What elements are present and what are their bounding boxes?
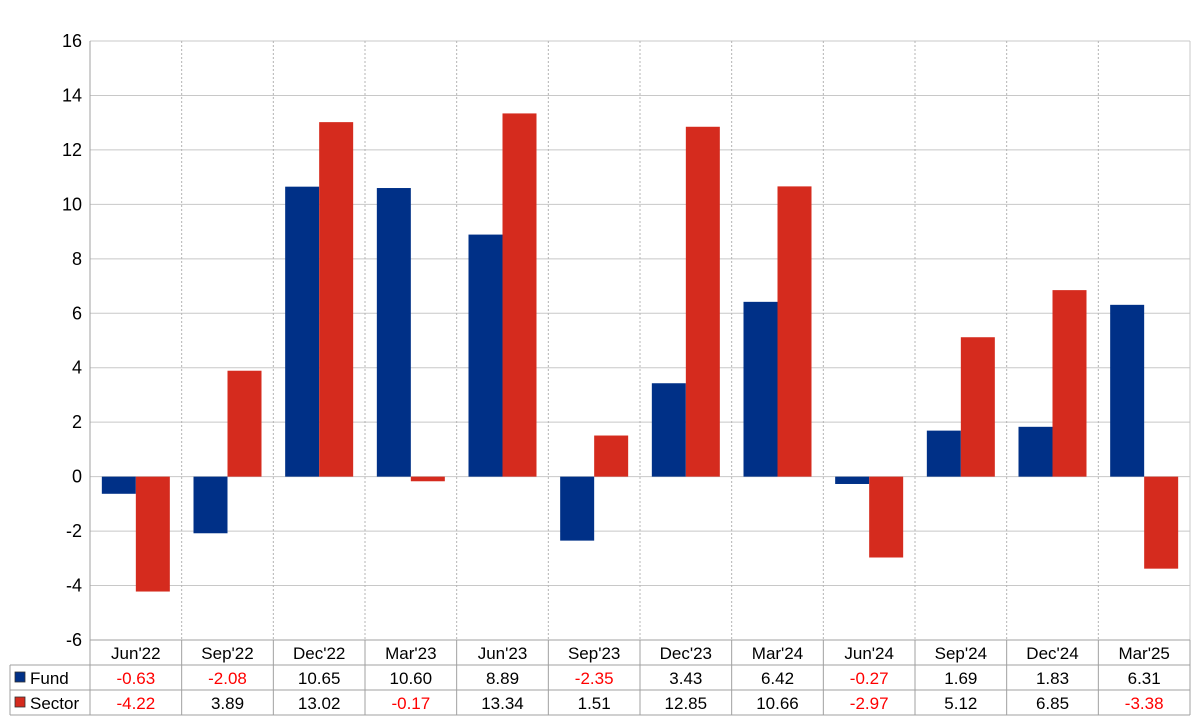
data-label-sector: 13.02 (298, 694, 341, 713)
x-tick-label: Dec'24 (1026, 644, 1078, 663)
bar-fund (926, 430, 961, 477)
bar-sector (1144, 476, 1179, 569)
data-label-fund: 10.65 (298, 669, 341, 688)
x-tick-label: Sep'24 (935, 644, 987, 663)
bar-fund (193, 476, 228, 534)
data-label-fund: -2.08 (208, 669, 247, 688)
bar-fund (376, 188, 411, 477)
data-label-sector: -0.17 (391, 694, 430, 713)
bar-fund (1018, 426, 1053, 477)
data-label-fund: 10.60 (390, 669, 433, 688)
y-tick-label: -2 (66, 521, 82, 541)
legend-swatch-sector (14, 696, 26, 708)
bar-sector (410, 476, 445, 482)
x-tick-label: Sep'23 (568, 644, 620, 663)
legend-label-sector: Sector (30, 694, 79, 713)
legend-swatch-fund (14, 671, 26, 683)
bar-fund (468, 234, 503, 477)
bar-sector (777, 186, 812, 477)
data-label-sector: 5.12 (944, 694, 977, 713)
bar-sector (227, 370, 262, 477)
x-tick-label: Dec'23 (660, 644, 712, 663)
y-tick-label: 4 (72, 358, 82, 378)
bar-sector (960, 337, 995, 477)
bar-fund (1110, 304, 1145, 477)
y-tick-label: -4 (66, 576, 82, 596)
x-tick-label: Mar'24 (752, 644, 803, 663)
y-tick-label: 6 (72, 303, 82, 323)
data-label-sector: 6.85 (1036, 694, 1069, 713)
data-label-sector: 10.66 (756, 694, 799, 713)
bar-fund (835, 476, 870, 484)
bar-fund (101, 476, 136, 494)
data-label-fund: -0.63 (116, 669, 155, 688)
legend-label-fund: Fund (30, 669, 69, 688)
bar-fund (285, 186, 320, 477)
data-label-fund: 6.31 (1128, 669, 1161, 688)
bar-sector (869, 476, 904, 558)
bar-sector (1052, 290, 1087, 477)
data-label-sector: 12.85 (665, 694, 708, 713)
bar-sector (594, 435, 629, 477)
data-label-sector: -4.22 (116, 694, 155, 713)
data-label-fund: 8.89 (486, 669, 519, 688)
data-label-fund: 3.43 (669, 669, 702, 688)
data-label-sector: 13.34 (481, 694, 524, 713)
x-tick-label: Mar'25 (1118, 644, 1169, 663)
y-tick-label: 10 (62, 194, 82, 214)
data-label-fund: 6.42 (761, 669, 794, 688)
y-tick-label: 12 (62, 140, 82, 160)
y-tick-label: 8 (72, 249, 82, 269)
y-axis: -6 -4 -2 0 2 4 6 8 10 12 14 16 (62, 31, 91, 650)
x-tick-label: Jun'22 (111, 644, 161, 663)
x-tick-label: Mar'23 (385, 644, 436, 663)
y-tick-label: 0 (72, 467, 82, 487)
y-tick-label: 2 (72, 412, 82, 432)
data-label-sector: -2.97 (850, 694, 889, 713)
bar-sector (135, 476, 170, 592)
bar-fund (651, 383, 686, 477)
bars (101, 113, 1179, 592)
x-tick-label: Jun'23 (478, 644, 528, 663)
data-label-fund: 1.69 (944, 669, 977, 688)
y-tick-label: 14 (62, 85, 82, 105)
data-table: Jun'22 Sep'22 Dec'22 Mar'23 Jun'23 Sep'23 Dec'… (9, 639, 1191, 716)
bar-fund (743, 301, 778, 477)
data-label-sector: 3.89 (211, 694, 244, 713)
data-label-fund: -2.35 (575, 669, 614, 688)
bar-sector (685, 126, 720, 477)
data-label-fund: 1.83 (1036, 669, 1069, 688)
data-label-sector: -3.38 (1125, 694, 1164, 713)
y-tick-label: -6 (66, 630, 82, 650)
y-tick-label: 16 (62, 31, 82, 51)
bar-sector (319, 122, 354, 477)
data-label-fund: -0.27 (850, 669, 889, 688)
grid (90, 40, 1191, 641)
bar-fund (560, 476, 595, 541)
x-tick-label: Jun'24 (844, 644, 894, 663)
data-label-sector: 1.51 (578, 694, 611, 713)
x-tick-label: Dec'22 (293, 644, 345, 663)
x-tick-label: Sep'22 (201, 644, 253, 663)
bar-sector (502, 113, 537, 477)
